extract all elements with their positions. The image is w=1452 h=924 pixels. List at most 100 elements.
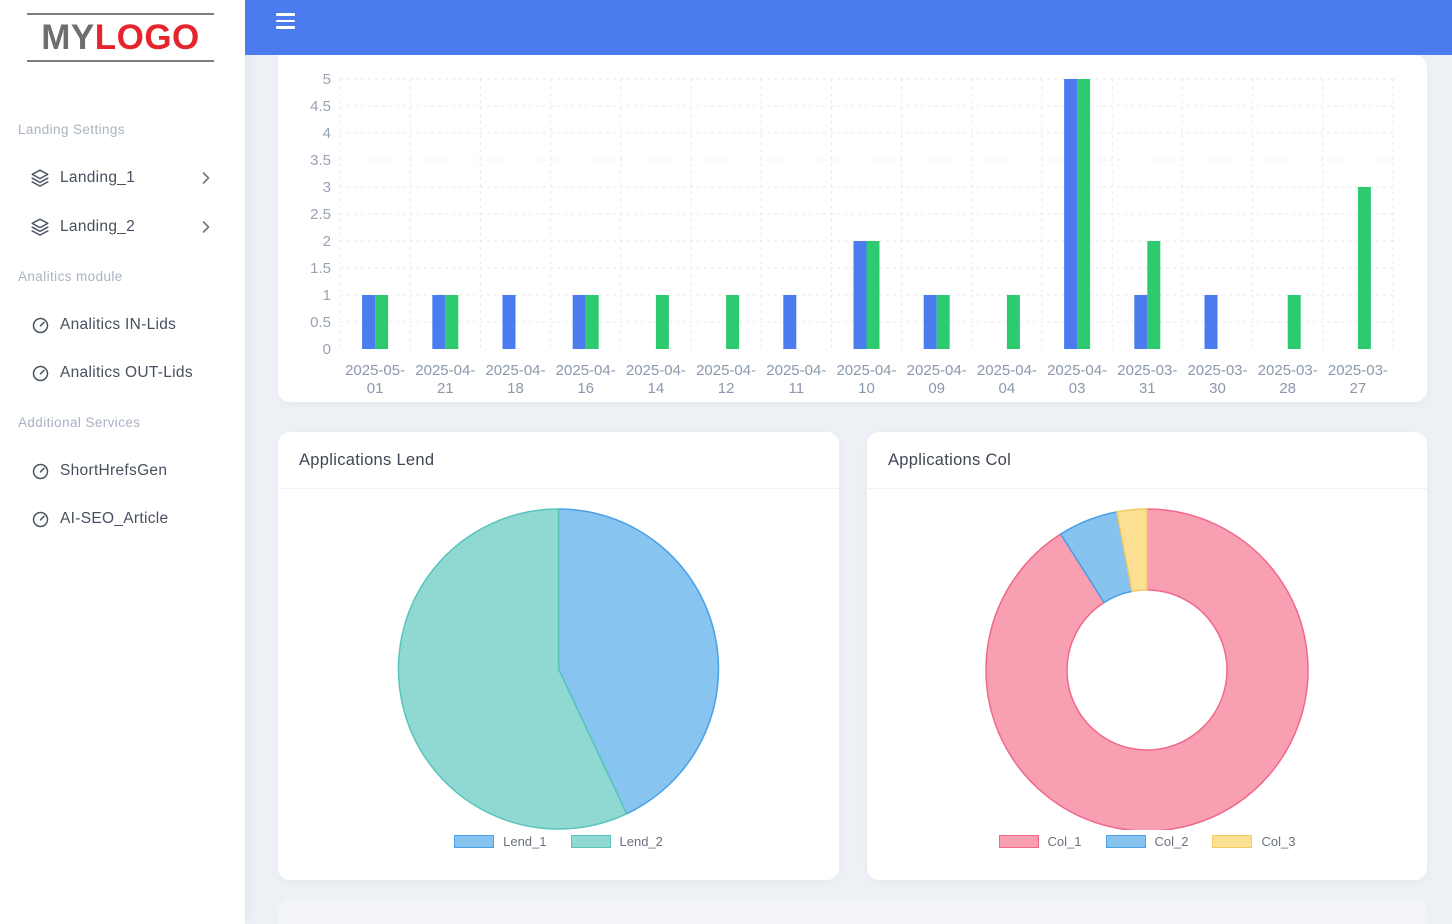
- y-axis-tick-label: 2.5: [310, 206, 331, 223]
- sidebar-item-label: AI-SEO_Article: [60, 510, 169, 527]
- layers-icon: [30, 217, 50, 237]
- bar-series_green: [866, 241, 880, 349]
- gauge-icon: [30, 509, 50, 529]
- chevron-right-icon: [201, 171, 211, 185]
- x-axis-tick-label: 2025-04-18: [485, 362, 545, 397]
- x-axis-tick-label: 2025-04-11: [766, 362, 826, 397]
- bar-series_green: [726, 295, 740, 349]
- chevron-right-icon: [201, 220, 211, 234]
- x-axis-tick-label: 2025-04-04: [977, 362, 1037, 397]
- applications-bar-chart: 0 0.5 1 1.5 2 2.5 3 3.5 4 4.5 5 2025-05-01 2025-04-2…: [310, 71, 1394, 397]
- legend-swatch: [454, 834, 495, 848]
- y-axis-tick-label: 3: [323, 179, 331, 196]
- gauge-icon: [30, 315, 50, 335]
- legend-swatch: [1212, 834, 1253, 848]
- sidebar-item-landing-2[interactable]: Landing_2: [0, 213, 245, 241]
- pie-slice-Lend_2: [397, 508, 628, 830]
- x-axis-tick-label: 2025-04-12: [696, 362, 756, 397]
- y-axis-tick-label: 2: [323, 233, 331, 250]
- sidebar-item-label: Landing_2: [60, 218, 136, 235]
- layers-icon: [30, 168, 50, 188]
- pie-legend: Lend_1 Lend_2: [278, 830, 839, 852]
- card-header: Applications Lend: [278, 432, 839, 489]
- applications-lend-card: Applications Lend Lend_1 Lend_2: [278, 432, 839, 880]
- bar-series_green: [1077, 79, 1091, 349]
- logo-part-logo: LOGO: [94, 18, 200, 57]
- y-axis-tick-label: 3.5: [310, 152, 331, 169]
- sidebar: MYLOGO Landing Settings Landing_1 Landin…: [0, 0, 245, 924]
- sidebar-section-landing-settings: Landing Settings: [18, 122, 125, 137]
- sidebar-section-additional-services: Additional Services: [18, 415, 141, 430]
- gauge-icon: [30, 363, 50, 383]
- bar-series_blue: [1064, 79, 1078, 349]
- sidebar-item-label: Analitics IN-Lids: [60, 316, 177, 333]
- main-content: 0 0.5 1 1.5 2 2.5 3 3.5 4 4.5 5 2025-05-01 2025-04-2…: [245, 55, 1452, 924]
- next-card-top-edge: [278, 898, 1427, 924]
- y-axis-tick-label: 4.5: [310, 98, 331, 115]
- sidebar-item-label: ShortHrefsGen: [60, 462, 168, 479]
- bar-series_green: [1147, 241, 1161, 349]
- legend-label: Lend_2: [619, 833, 663, 849]
- y-axis-tick-label: 1.5: [310, 260, 331, 277]
- sidebar-item-ai-seo-article[interactable]: AI-SEO_Article: [0, 505, 245, 533]
- card-title: Applications Lend: [299, 450, 435, 469]
- bar-chart-card: 0 0.5 1 1.5 2 2.5 3 3.5 4 4.5 5 2025-05-01 2025-04-2…: [278, 55, 1427, 402]
- bar-series_blue: [1204, 295, 1218, 349]
- applications-lend-pie-chart: [397, 508, 720, 830]
- sidebar-item-shorthrefsgen[interactable]: ShortHrefsGen: [0, 457, 245, 485]
- x-axis-tick-label: 2025-03-30: [1187, 362, 1247, 397]
- card-header: Applications Col: [867, 432, 1427, 489]
- app-logo[interactable]: MYLOGO: [27, 13, 214, 62]
- x-axis-tick-label: 2025-04-03: [1047, 362, 1107, 397]
- x-axis-tick-label: 2025-04-16: [556, 362, 616, 397]
- legend-label: Col_1: [1047, 833, 1082, 849]
- bar-series_blue: [432, 295, 446, 349]
- bar-series_blue: [923, 295, 937, 349]
- bar-series_green: [1357, 187, 1371, 349]
- x-axis-tick-label: 2025-04-10: [836, 362, 896, 397]
- applications-col-donut-chart: [985, 508, 1309, 830]
- legend-item-lend-1[interactable]: Lend_1: [454, 833, 547, 849]
- sidebar-item-label: Landing_1: [60, 169, 136, 186]
- x-axis-tick-label: 2025-04-21: [415, 362, 475, 397]
- legend-label: Col_3: [1261, 833, 1296, 849]
- bar-series_green: [936, 295, 950, 349]
- bar-series_green: [585, 295, 599, 349]
- pie-slice-Lend_1: [557, 508, 720, 815]
- y-axis-tick-label: 0.5: [310, 314, 331, 331]
- legend-swatch: [570, 834, 611, 848]
- x-axis-tick-label: 2025-03-31: [1117, 362, 1177, 397]
- x-axis-tick-label: 2025-03-28: [1258, 362, 1318, 397]
- sidebar-section-analitics-module: Analitics module: [18, 269, 123, 284]
- legend-item-col-1[interactable]: Col_1: [998, 833, 1082, 849]
- legend-swatch: [1105, 834, 1146, 848]
- pie-slice-Col_3: [1116, 508, 1148, 593]
- legend-item-lend-2[interactable]: Lend_2: [570, 833, 663, 849]
- x-axis-tick-label: 2025-04-09: [907, 362, 967, 397]
- legend-label: Lend_1: [503, 833, 547, 849]
- hamburger-menu-icon[interactable]: [276, 13, 295, 29]
- bar-series_blue: [572, 295, 586, 349]
- bar-series_green: [445, 295, 459, 349]
- sidebar-item-analitics-out-lids[interactable]: Analitics OUT-Lids: [0, 359, 245, 387]
- gauge-icon: [30, 461, 50, 481]
- bar-series_blue: [1134, 295, 1148, 349]
- card-title: Applications Col: [888, 450, 1012, 469]
- y-axis-tick-label: 4: [323, 125, 331, 142]
- legend-item-col-3[interactable]: Col_3: [1212, 834, 1295, 849]
- donut-legend: Col_1 Col_2 Col_3: [867, 830, 1427, 852]
- bar-series_green: [655, 295, 669, 349]
- legend-item-col-2[interactable]: Col_2: [1105, 833, 1189, 849]
- sidebar-item-label: Analitics OUT-Lids: [60, 364, 193, 381]
- y-axis-tick-label: 5: [323, 71, 331, 88]
- applications-col-card: Applications Col Col_1 Col_2 Col_3: [867, 432, 1427, 880]
- x-axis-tick-label: 2025-03-27: [1328, 362, 1388, 397]
- bar-series_blue: [853, 241, 867, 349]
- x-axis-tick-label: 2025-05-01: [345, 362, 405, 397]
- sidebar-item-analitics-in-lids[interactable]: Analitics IN-Lids: [0, 311, 245, 339]
- sidebar-item-landing-1[interactable]: Landing_1: [0, 164, 245, 192]
- bar-series_green: [1287, 295, 1301, 349]
- bar-series_blue: [362, 295, 376, 349]
- bar-series_blue: [502, 295, 516, 349]
- legend-label: Col_2: [1154, 833, 1189, 849]
